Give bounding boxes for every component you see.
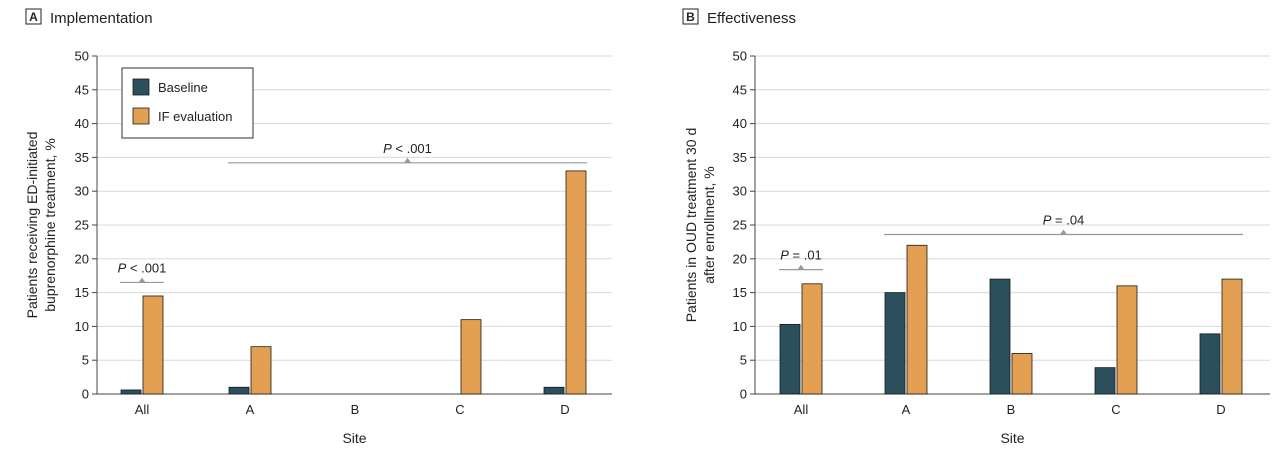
chart-title: Effectiveness [707, 10, 796, 27]
y-tick-label: 5 [82, 353, 89, 368]
y-axis-label: Patients in OUD treatment 30 d [683, 128, 699, 323]
bar-if-evaluation-b [1011, 353, 1033, 395]
panel-letter: A [29, 10, 38, 24]
panel-a: A Implementation 0 5 10 15 20 25 30 35 40 45 50 All A B… [24, 8, 612, 446]
x-tick-label: C [1111, 402, 1120, 417]
y-tick-label: 45 [733, 82, 747, 97]
bar-if-evaluation-a [906, 244, 928, 395]
bar-if-evaluation-c [1116, 285, 1138, 395]
bar-baseline-b [989, 278, 1011, 395]
bar-baseline-all [779, 323, 801, 395]
chart-title: Implementation [50, 10, 153, 27]
p-value-label: P = .04 [1043, 212, 1085, 227]
x-tick-label: A [246, 402, 255, 417]
y-tick-label: 25 [75, 218, 89, 233]
y-tick-label: 45 [75, 82, 89, 97]
y-tick-label: 15 [733, 285, 747, 300]
y-tick-label: 35 [733, 150, 747, 165]
y-tick-label: 40 [75, 116, 89, 131]
significance-marker [404, 157, 411, 163]
x-tick-label: D [1216, 402, 1225, 417]
legend: Baseline IF evaluation [121, 67, 254, 139]
x-tick-label: B [351, 402, 360, 417]
y-tick-label: 0 [740, 387, 747, 402]
y-tick-label: 20 [733, 251, 747, 266]
y-tick-label: 15 [75, 285, 89, 300]
y-tick-label: 50 [75, 49, 89, 64]
panel-letter: B [686, 10, 695, 24]
y-tick-label: 10 [733, 319, 747, 334]
bar-baseline-d [543, 386, 565, 395]
panel-letter-box [25, 8, 42, 25]
p-value-label: P = .01 [780, 248, 822, 263]
legend-box [121, 67, 254, 139]
x-axis-label: Site [1000, 430, 1024, 446]
bar-baseline-d [1199, 333, 1221, 395]
p-value-label: P < .001 [383, 141, 432, 156]
legend-swatch-if-evaluation [132, 107, 150, 125]
y-tick-label: 25 [733, 218, 747, 233]
significance-marker [138, 277, 146, 283]
bar-if-evaluation-a [250, 346, 272, 395]
y-tick-label: 30 [75, 184, 89, 199]
y-axis-label: after enrollment, % [701, 166, 717, 284]
bar-if-evaluation-all [801, 283, 823, 395]
bar-baseline-c [1094, 367, 1116, 395]
x-tick-label: D [560, 402, 569, 417]
x-tick-label: B [1007, 402, 1016, 417]
y-axis-label: Patients receiving ED-initiated [24, 132, 40, 319]
y-tick-label: 30 [733, 184, 747, 199]
x-tick-label: A [902, 402, 911, 417]
legend-label-if-evaluation: IF evaluation [158, 109, 232, 124]
bar-if-evaluation-all [142, 295, 164, 395]
x-tick-label: C [455, 402, 464, 417]
panel-letter-box [682, 8, 699, 25]
legend-label-baseline: Baseline [158, 80, 208, 95]
x-tick-label: All [135, 402, 150, 417]
y-tick-label: 50 [733, 49, 747, 64]
bar-if-evaluation-d [1221, 278, 1243, 395]
y-tick-label: 0 [82, 387, 89, 402]
significance-marker [797, 264, 805, 270]
y-tick-label: 35 [75, 150, 89, 165]
bar-baseline-a [884, 292, 906, 395]
x-axis-label: Site [342, 430, 366, 446]
p-value-label: P < .001 [118, 260, 167, 275]
y-axis-label: buprenorphine treatment, % [42, 138, 58, 312]
bar-baseline-a [228, 386, 250, 395]
significance-marker [1060, 229, 1067, 235]
y-tick-label: 20 [75, 251, 89, 266]
y-tick-label: 10 [75, 319, 89, 334]
x-tick-label: All [794, 402, 809, 417]
legend-swatch-baseline [132, 78, 150, 96]
panel-b: B Effectiveness 0 5 10 15 20 25 30 35 40 45 50 All A B C… [682, 8, 1270, 446]
bar-if-evaluation-c [460, 319, 482, 395]
bar-baseline-all [120, 389, 142, 395]
y-tick-label: 5 [740, 353, 747, 368]
y-tick-label: 40 [733, 116, 747, 131]
bar-if-evaluation-d [565, 170, 587, 395]
